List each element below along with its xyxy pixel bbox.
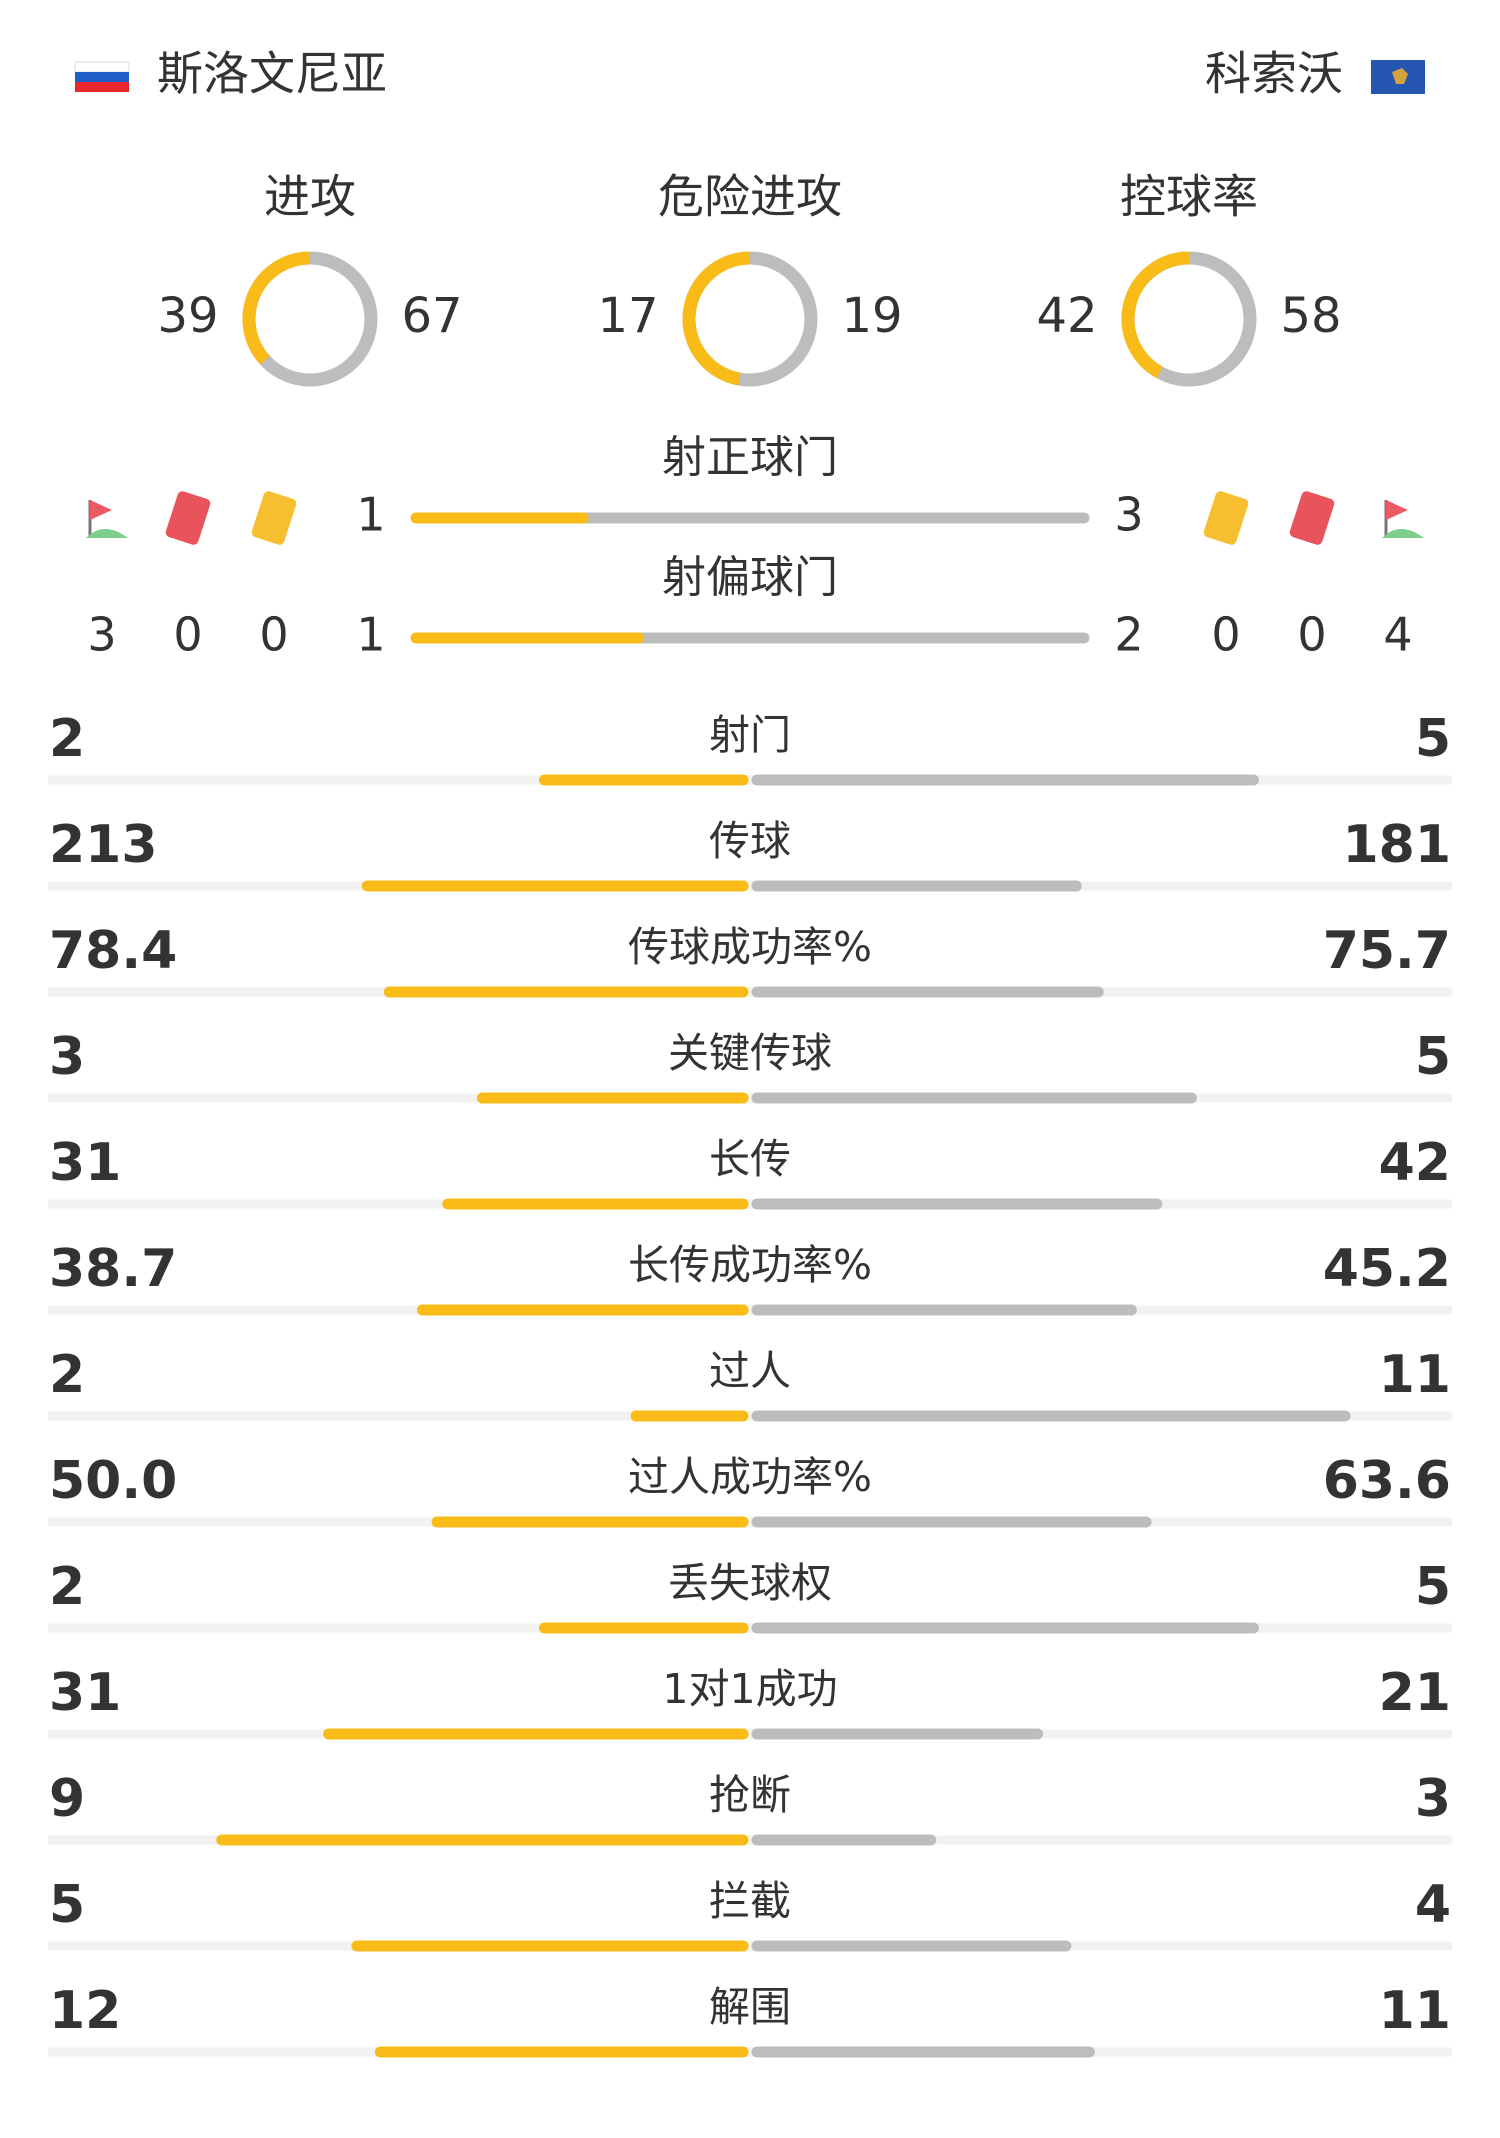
stat-label: 过人 — [709, 1347, 791, 1395]
stat-label: 传球成功率% — [628, 923, 872, 971]
stat-label: 射门 — [709, 711, 791, 759]
donut-title: 危险进攻 — [658, 170, 842, 224]
home-value: 1 — [356, 488, 385, 542]
stat-label: 抢断 — [709, 1771, 791, 1819]
donut-home — [242, 251, 311, 365]
away-value: 45.2 — [1323, 1239, 1451, 1299]
away-value: 11 — [1379, 1981, 1451, 2041]
shot-title: 射正球门 — [662, 432, 838, 483]
home-value: 9 — [49, 1769, 85, 1829]
shot-title: 射偏球门 — [662, 552, 838, 603]
away-value: 11 — [1379, 1345, 1451, 1405]
away-team: 科索沃 — [1205, 47, 1343, 101]
donut-title: 进攻 — [264, 170, 356, 224]
stat-label: 丢失球权 — [668, 1559, 832, 1607]
away-value: 3 — [1415, 1769, 1451, 1829]
away-value: 19 — [841, 288, 902, 344]
card-count: 0 — [1297, 608, 1326, 662]
card-count: 0 — [1211, 608, 1240, 662]
stat-label: 关键传球 — [668, 1029, 832, 1077]
home-value: 39 — [157, 288, 218, 344]
card-count: 4 — [1383, 608, 1412, 662]
home-value: 213 — [49, 815, 158, 875]
home-value: 2 — [49, 709, 85, 769]
home-value: 78.4 — [49, 921, 177, 981]
away-value: 63.6 — [1323, 1451, 1451, 1511]
home-value: 31 — [49, 1663, 121, 1723]
home-value: 5 — [49, 1875, 85, 1935]
home-value: 17 — [597, 288, 658, 344]
home-value: 1 — [356, 608, 385, 662]
away-value: 5 — [1415, 1557, 1451, 1617]
away-value: 5 — [1415, 1027, 1451, 1087]
home-value: 50.0 — [49, 1451, 177, 1511]
card-count: 0 — [259, 608, 288, 662]
stat-label: 传球 — [709, 817, 791, 865]
away-value: 58 — [1280, 288, 1341, 344]
stat-label: 长传成功率% — [628, 1241, 872, 1289]
donut-home — [682, 251, 751, 386]
stat-label: 解围 — [709, 1983, 791, 2031]
home-value: 3 — [49, 1027, 85, 1087]
home-value: 38.7 — [49, 1239, 177, 1299]
home-flag — [74, 61, 130, 92]
stat-label: 长传 — [709, 1135, 791, 1183]
away-value: 3 — [1114, 488, 1143, 542]
away-value: 5 — [1415, 709, 1451, 769]
away-value: 67 — [401, 288, 462, 344]
away-value: 75.7 — [1323, 921, 1451, 981]
stat-label: 拦截 — [709, 1877, 791, 1925]
away-value: 21 — [1379, 1663, 1451, 1723]
away-value: 2 — [1114, 608, 1143, 662]
away-value: 181 — [1342, 815, 1451, 875]
stat-label: 1对1成功 — [662, 1665, 837, 1713]
card-count: 3 — [87, 608, 116, 662]
away-value: 42 — [1379, 1133, 1451, 1193]
away-flag — [1371, 60, 1425, 94]
home-value: 42 — [1036, 288, 1097, 344]
home-value: 31 — [49, 1133, 121, 1193]
home-team: 斯洛文尼亚 — [157, 47, 387, 101]
away-value: 4 — [1415, 1875, 1451, 1935]
stat-label: 过人成功率% — [628, 1453, 872, 1501]
home-value: 2 — [49, 1557, 85, 1617]
donut-title: 控球率 — [1120, 170, 1258, 224]
donut-home — [1121, 251, 1190, 379]
card-count: 0 — [173, 608, 202, 662]
home-value: 2 — [49, 1345, 85, 1405]
home-value: 12 — [49, 1981, 121, 2041]
